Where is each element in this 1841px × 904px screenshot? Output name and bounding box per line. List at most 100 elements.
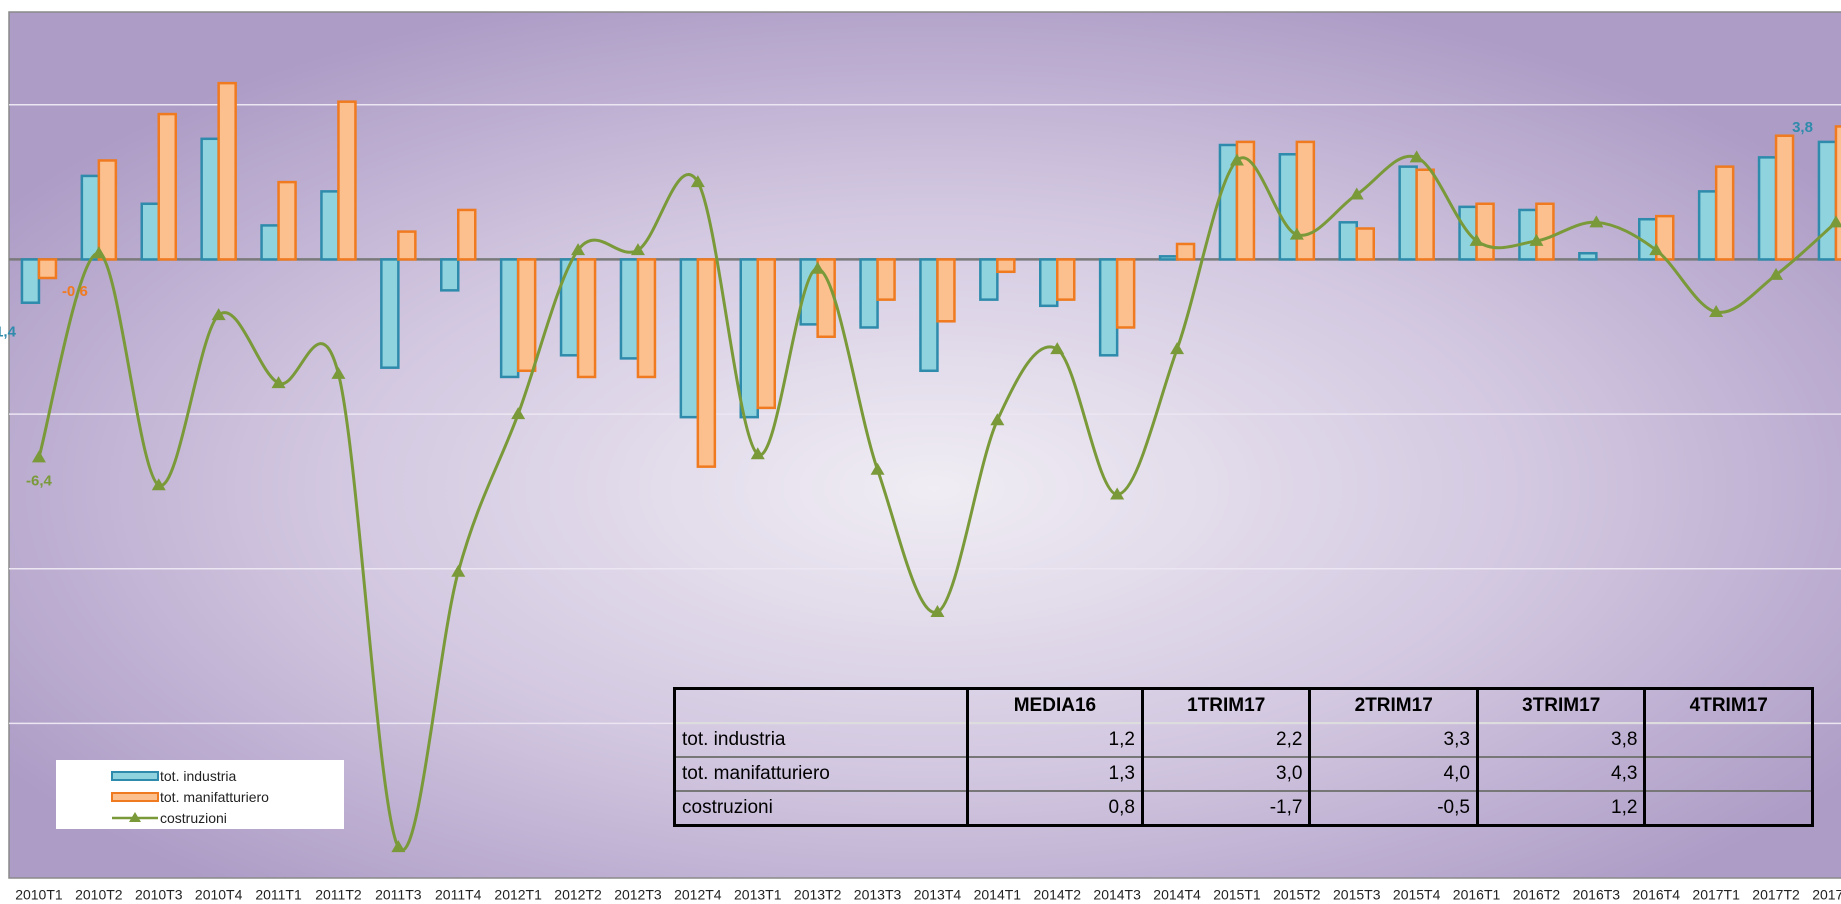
x-tick-label: 2017T2	[1752, 887, 1800, 903]
marker	[391, 840, 406, 853]
bar	[260, 224, 280, 261]
bar	[1355, 227, 1375, 261]
bar	[1398, 165, 1418, 261]
table-cell: 1,2	[1475, 791, 1645, 827]
marker	[870, 462, 885, 475]
bar	[979, 258, 999, 301]
bar	[157, 112, 177, 261]
marker	[990, 413, 1005, 426]
x-tick-label: 2013T3	[854, 887, 902, 903]
bar	[1817, 140, 1838, 261]
bar	[1757, 156, 1778, 261]
x-tick-label: 2014T2	[1034, 887, 1082, 903]
marker	[1229, 153, 1244, 166]
bar	[516, 258, 537, 373]
table-cell: 3,0	[1140, 757, 1310, 792]
marker	[1589, 215, 1604, 228]
bar	[397, 230, 417, 261]
table-cell: -0,5	[1308, 791, 1478, 827]
bar	[559, 258, 580, 357]
bar	[499, 258, 520, 379]
bar	[457, 208, 477, 261]
bar	[1774, 134, 1795, 261]
bar	[619, 258, 640, 360]
table-header-row: MEDIA16 1TRIM17 2TRIM17 3TRIM17 4TRIM17	[674, 688, 1813, 724]
bar	[739, 258, 759, 419]
legend-swatch	[111, 792, 159, 802]
table-cell: 1,2	[965, 723, 1143, 758]
data-label: -6,4	[26, 472, 53, 489]
data-label: 3,8	[1792, 119, 1813, 136]
bar	[1338, 221, 1358, 261]
bar	[696, 258, 717, 468]
x-tick-label: 2015T1	[1213, 887, 1261, 903]
marker	[1529, 233, 1544, 246]
column-header: MEDIA16	[965, 688, 1143, 724]
bar	[1235, 140, 1256, 261]
marker	[331, 366, 346, 379]
marker	[690, 175, 705, 188]
bar	[97, 159, 118, 261]
marker	[1409, 150, 1424, 163]
marker	[211, 308, 226, 321]
bar	[320, 190, 340, 261]
x-tick-label: 2010T4	[195, 887, 243, 903]
x-tick-label: 2016T3	[1573, 887, 1621, 903]
bar	[20, 258, 41, 304]
bar	[37, 258, 58, 280]
legend-label: tot. industria	[160, 768, 237, 784]
legend-item: costruzioni	[110, 808, 227, 828]
x-tick-label: 2011T1	[255, 887, 302, 903]
legend-swatch-rect	[111, 792, 159, 802]
bar	[876, 258, 896, 301]
table-cell: -1,7	[1140, 791, 1310, 827]
table-cell: 0,8	[965, 791, 1143, 827]
bar	[1697, 190, 1718, 261]
bar	[1475, 202, 1495, 261]
marker	[630, 243, 645, 256]
marker	[91, 246, 106, 259]
x-tick-label: 2012T4	[674, 887, 722, 903]
bar	[1098, 258, 1119, 357]
table-cell: 3,8	[1475, 723, 1645, 758]
marker	[1170, 342, 1185, 355]
legend-label: costruzioni	[160, 810, 227, 826]
legend-swatch	[112, 812, 158, 822]
legend-item: tot. manifatturiero	[110, 787, 269, 807]
marker	[750, 447, 765, 460]
bar	[859, 258, 879, 329]
x-tick-label: 2011T4	[435, 887, 482, 903]
marker	[271, 376, 286, 389]
data-label: -0,6	[62, 283, 88, 300]
x-tick-label: 2014T3	[1093, 887, 1141, 903]
table-cell: 4,3	[1475, 757, 1645, 792]
bar	[1415, 168, 1435, 261]
marker	[1289, 227, 1304, 240]
x-tick-label: 2012T2	[554, 887, 602, 903]
table-row: tot. manifatturiero 1,3 3,0 4,0 4,3	[674, 757, 1813, 792]
bar	[1158, 255, 1179, 261]
bar	[217, 81, 237, 261]
row-label: tot. manifatturiero	[674, 757, 968, 792]
bar	[1834, 125, 1841, 261]
x-tick-label: 2016T4	[1633, 887, 1681, 903]
bar	[337, 100, 357, 261]
x-tick-label: 2013T4	[914, 887, 962, 903]
bar	[936, 258, 956, 323]
bar	[1115, 258, 1136, 329]
marker	[511, 407, 526, 420]
bar	[1175, 242, 1196, 261]
bar	[140, 202, 160, 261]
x-tick-label: 2016T1	[1453, 887, 1501, 903]
x-tick-label: 2012T1	[494, 887, 542, 903]
row-label: tot. industria	[674, 723, 968, 758]
x-tick-label: 2017T3	[1812, 887, 1841, 903]
x-tick-label: 2011T3	[375, 887, 422, 903]
x-tick-label: 2015T2	[1273, 887, 1321, 903]
marker	[1349, 187, 1364, 200]
bar	[277, 180, 297, 261]
x-tick-label: 2016T2	[1513, 887, 1561, 903]
table-cell: 1,3	[965, 757, 1143, 792]
bar	[440, 258, 460, 292]
